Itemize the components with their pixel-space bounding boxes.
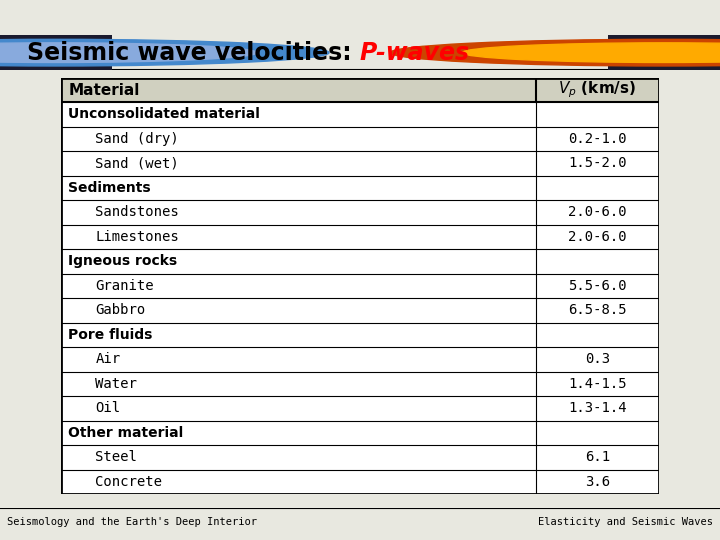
Text: Seismology and the Earth's Deep Interior: Seismology and the Earth's Deep Interior	[7, 517, 257, 527]
Text: 2.0-6.0: 2.0-6.0	[568, 205, 627, 219]
Text: $V_p$ (km/s): $V_p$ (km/s)	[559, 80, 636, 100]
Text: Limestones: Limestones	[95, 230, 179, 244]
Text: Material: Material	[68, 83, 140, 98]
Circle shape	[0, 43, 257, 63]
Text: Granite: Granite	[95, 279, 154, 293]
Text: Igneous rocks: Igneous rocks	[68, 254, 178, 268]
Text: 1.3-1.4: 1.3-1.4	[568, 401, 627, 415]
Text: 6.5-8.5: 6.5-8.5	[568, 303, 627, 318]
Text: 1.4-1.5: 1.4-1.5	[568, 377, 627, 391]
Text: Concrete: Concrete	[95, 475, 162, 489]
Text: Seismic wave velocities:: Seismic wave velocities:	[27, 40, 360, 65]
Text: Unconsolidated material: Unconsolidated material	[68, 107, 260, 122]
Text: Elasticity and Seismic Waves: Elasticity and Seismic Waves	[538, 517, 713, 527]
Text: 1.5-2.0: 1.5-2.0	[568, 156, 627, 170]
Bar	[608, 35, 720, 70]
Text: Oil: Oil	[95, 401, 120, 415]
Text: 5.5-6.0: 5.5-6.0	[568, 279, 627, 293]
Text: Sandstones: Sandstones	[95, 205, 179, 219]
Text: 6.1: 6.1	[585, 450, 610, 464]
Text: Other material: Other material	[68, 426, 184, 440]
Text: Pore fluids: Pore fluids	[68, 328, 153, 342]
Text: Sand (dry): Sand (dry)	[95, 132, 179, 146]
Bar	[61, 78, 659, 102]
Text: P-waves: P-waves	[360, 40, 470, 65]
Text: Sand (wet): Sand (wet)	[95, 156, 179, 170]
Circle shape	[0, 39, 329, 66]
Text: Water: Water	[95, 377, 137, 391]
Circle shape	[390, 39, 720, 66]
Bar	[0, 35, 112, 70]
Text: Steel: Steel	[95, 450, 137, 464]
Text: 2.0-6.0: 2.0-6.0	[568, 230, 627, 244]
Text: 3.6: 3.6	[585, 475, 610, 489]
Text: 0.3: 0.3	[585, 352, 610, 366]
Circle shape	[462, 43, 720, 63]
Text: Gabbro: Gabbro	[95, 303, 145, 318]
Text: Sediments: Sediments	[68, 181, 151, 195]
Text: Air: Air	[95, 352, 120, 366]
Text: 0.2-1.0: 0.2-1.0	[568, 132, 627, 146]
